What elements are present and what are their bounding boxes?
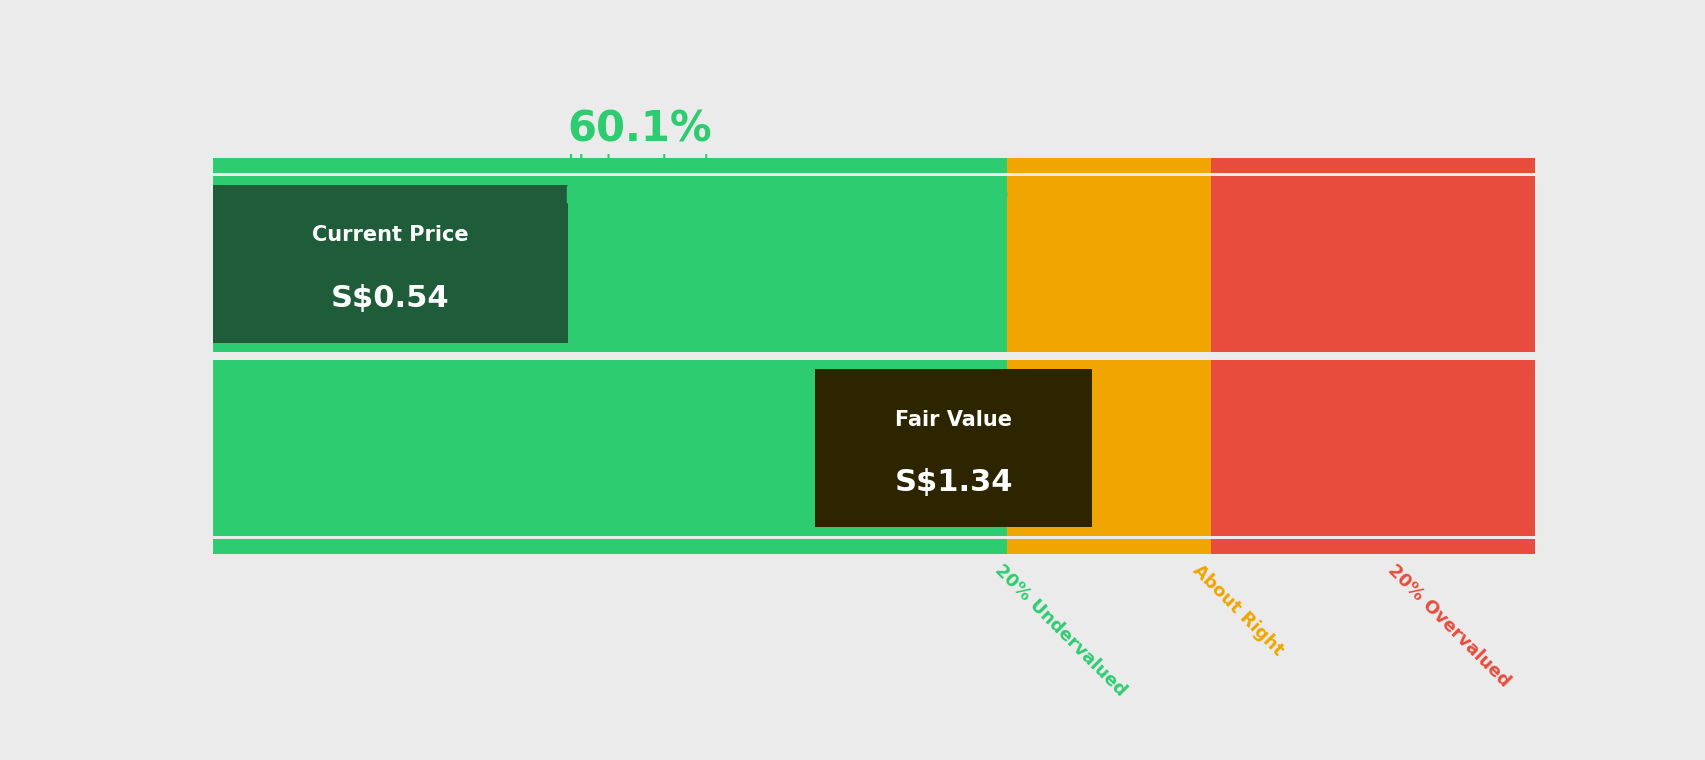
Bar (1211, 176, 1534, 352)
Text: 20% Overvalued: 20% Overvalued (1383, 561, 1512, 691)
Text: Current Price: Current Price (312, 226, 469, 245)
Bar (213, 185, 568, 343)
Text: S$1.34: S$1.34 (893, 468, 1013, 498)
Bar (1006, 539, 1211, 553)
Text: About Right: About Right (1188, 561, 1287, 659)
Text: Fair Value: Fair Value (895, 410, 1011, 429)
Bar (213, 159, 1006, 173)
Text: 60.1%: 60.1% (568, 108, 711, 150)
Bar (1211, 539, 1534, 553)
Bar (213, 360, 1006, 536)
Bar (1006, 176, 1211, 352)
Bar (1006, 159, 1211, 173)
Text: 20% Undervalued: 20% Undervalued (991, 561, 1129, 700)
Text: S$0.54: S$0.54 (331, 284, 450, 313)
Text: Undervalued: Undervalued (568, 154, 709, 174)
Bar (213, 539, 1006, 553)
Bar (815, 369, 1091, 527)
Bar (1006, 360, 1211, 536)
Bar (213, 176, 1006, 352)
Bar (1211, 159, 1534, 173)
Bar (1211, 360, 1534, 536)
